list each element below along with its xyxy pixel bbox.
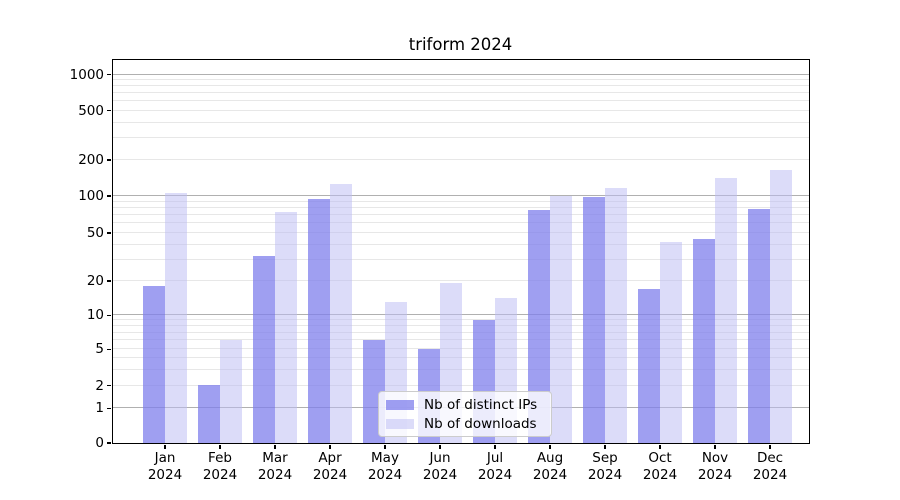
x-tick-mark: [384, 444, 386, 449]
x-tick-label: Apr 2024: [312, 450, 348, 483]
legend-label-distinct-ips: Nb of distinct IPs: [424, 396, 538, 413]
bar-downloads-oct: [659, 241, 682, 443]
bar-distinct-ips-aug: [527, 210, 550, 443]
y-tick-mark: [106, 159, 111, 161]
bar-downloads-nov: [714, 178, 737, 443]
bar-downloads-apr: [329, 183, 352, 443]
x-tick-label: Aug 2024: [532, 450, 568, 483]
grid-line-minor: [112, 137, 809, 139]
x-tick-label: Jan 2024: [147, 450, 183, 483]
x-tick-mark: [659, 444, 661, 449]
x-tick-mark: [329, 444, 331, 449]
y-tick-label: 10: [86, 307, 104, 324]
x-tick-mark: [164, 444, 166, 449]
y-tick-label: 100: [78, 188, 104, 204]
x-tick-label: May 2024: [367, 450, 403, 483]
y-tick-mark: [106, 314, 111, 316]
bar-downloads-aug: [549, 195, 572, 443]
legend-label-downloads: Nb of downloads: [424, 415, 537, 432]
x-tick-label: Nov 2024: [697, 450, 733, 483]
y-tick-label: 1: [95, 400, 104, 417]
grid-line-minor: [112, 79, 809, 81]
grid-line-major: [112, 195, 809, 196]
x-tick-label: Jul 2024: [477, 450, 513, 483]
grid-line-minor: [112, 222, 809, 224]
x-tick-label: Sep 2024: [587, 450, 623, 483]
y-tick-label: 20: [86, 272, 104, 289]
x-tick-mark: [274, 444, 276, 449]
grid-line-minor: [112, 85, 809, 87]
y-tick-mark: [106, 348, 111, 350]
y-tick-mark: [106, 442, 111, 444]
bar-downloads-mar: [274, 212, 297, 443]
grid-line-minor: [112, 100, 809, 102]
bar-downloads-dec: [769, 169, 792, 443]
y-tick-mark: [106, 110, 111, 112]
chart-title: triform 2024: [408, 35, 513, 54]
x-tick-label: Oct 2024: [642, 450, 678, 483]
y-tick-mark: [106, 407, 111, 409]
x-tick-label: Mar 2024: [257, 450, 293, 483]
y-tick-mark: [106, 385, 111, 387]
x-tick-mark: [714, 444, 716, 449]
grid-line-minor: [112, 232, 809, 233]
y-tick-mark: [106, 195, 111, 197]
grid-line-minor: [112, 200, 809, 202]
bar-distinct-ips-dec: [747, 209, 770, 443]
y-tick-label: 1000: [69, 66, 104, 83]
y-tick-mark: [106, 74, 111, 76]
grid-line-minor: [112, 279, 809, 281]
x-tick-mark: [439, 444, 441, 449]
grid-line-minor: [112, 214, 809, 216]
x-tick-label: Jun 2024: [422, 450, 458, 483]
grid-line-major: [112, 73, 809, 75]
x-tick-label: Feb 2024: [202, 450, 238, 483]
legend-item-downloads: Nb of downloads: [386, 415, 551, 432]
bar-downloads-feb: [219, 339, 242, 443]
legend-swatch-distinct-ips: [386, 399, 414, 410]
grid-line-minor: [112, 243, 809, 245]
y-tick-label: 5: [95, 341, 104, 358]
x-tick-mark: [494, 444, 496, 449]
bar-distinct-ips-jan: [142, 285, 165, 443]
legend: Nb of distinct IPs Nb of downloads: [378, 391, 552, 437]
x-tick-mark: [219, 444, 221, 449]
y-tick-label: 500: [78, 102, 104, 119]
grid-line-minor: [112, 121, 809, 123]
bar-distinct-ips-nov: [692, 239, 715, 443]
bar-distinct-ips-mar: [252, 255, 275, 443]
y-tick-mark: [106, 280, 111, 282]
y-tick-label: 50: [86, 225, 104, 241]
x-tick-mark: [604, 444, 606, 449]
plot-area: [111, 58, 810, 444]
legend-item-distinct-ips: Nb of distinct IPs: [386, 396, 551, 413]
bar-downloads-jan: [164, 192, 187, 443]
y-tick-label: 0: [95, 435, 104, 451]
x-tick-mark: [549, 444, 551, 449]
y-tick-label: 200: [78, 152, 104, 168]
grid-line-minor: [112, 258, 809, 260]
bar-distinct-ips-oct: [637, 288, 660, 443]
x-tick-label: Dec 2024: [752, 450, 788, 483]
grid-line-minor: [112, 109, 809, 111]
bar-distinct-ips-apr: [307, 198, 330, 443]
bar-distinct-ips-feb: [197, 385, 220, 443]
grid-line-minor: [112, 159, 809, 160]
grid-line-minor: [112, 92, 809, 94]
bar-downloads-sep: [604, 188, 627, 443]
y-tick-label: 2: [95, 377, 104, 394]
x-tick-mark: [769, 444, 771, 449]
bar-distinct-ips-sep: [582, 197, 605, 443]
grid-line-minor: [112, 206, 809, 208]
legend-swatch-downloads: [386, 418, 414, 429]
y-tick-mark: [106, 232, 111, 234]
